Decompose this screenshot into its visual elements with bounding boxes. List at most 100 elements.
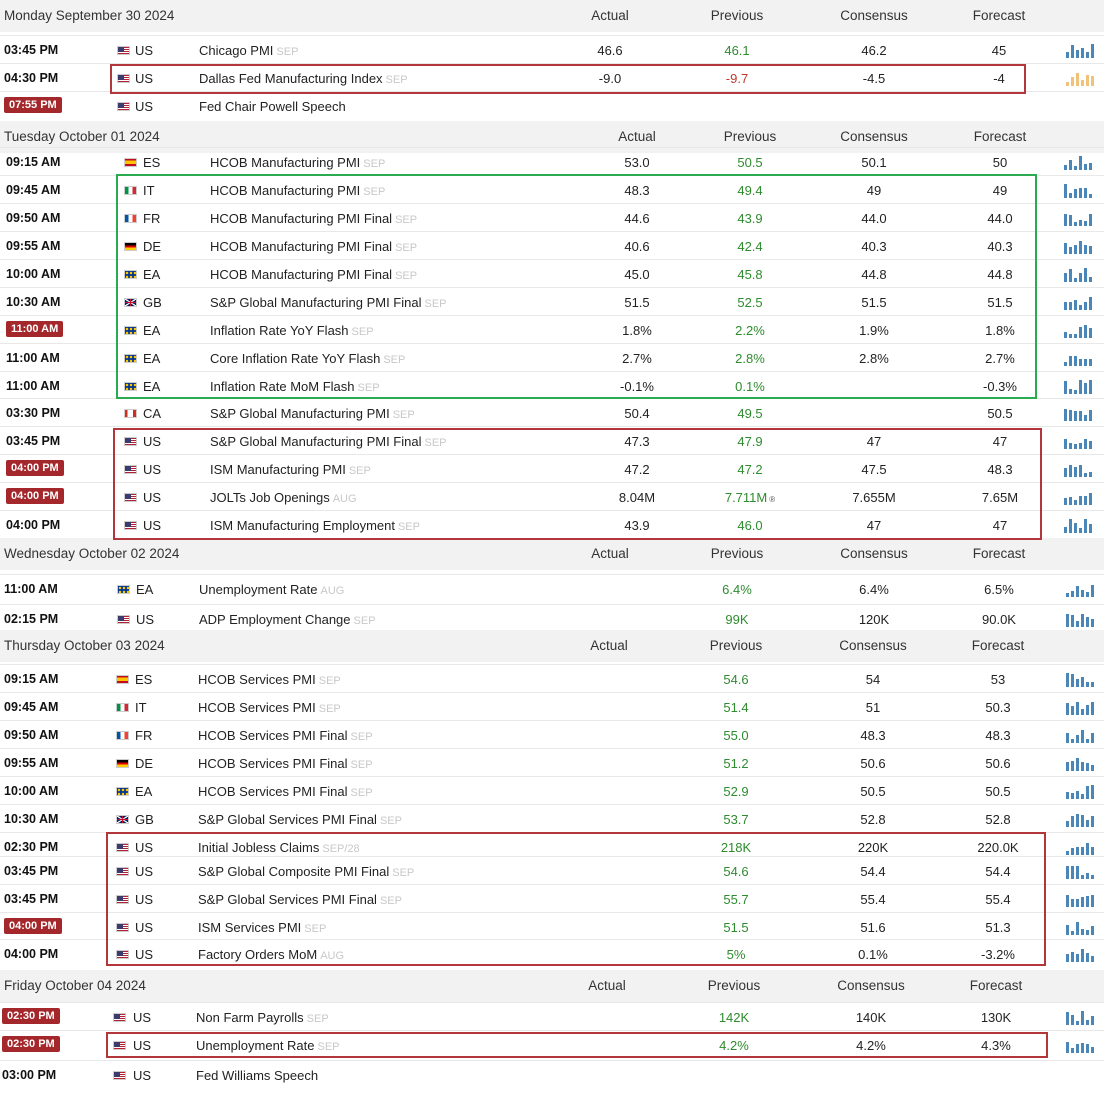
event-row[interactable]: 10:00 AM EA HCOB Manufacturing PMI Final SE…: [0, 259, 1104, 288]
event-name-link[interactable]: ISM Manufacturing PMI SEP: [210, 462, 371, 477]
sparkline-chart-icon[interactable]: [1064, 489, 1094, 505]
event-row[interactable]: 09:15 AM ES HCOB Manufacturing PMI SEP 53.0 5…: [0, 147, 1104, 176]
sparkline-chart-icon[interactable]: [1066, 755, 1096, 771]
sparkline-chart-icon[interactable]: [1064, 322, 1094, 338]
event-row[interactable]: 11:00 AM EA Core Inflation Rate YoY Flash S…: [0, 343, 1104, 372]
event-name-link[interactable]: Core Inflation Rate YoY Flash SEP: [210, 351, 405, 366]
event-name-link[interactable]: ADP Employment Change SEP: [199, 612, 376, 627]
sparkline-chart-icon[interactable]: [1064, 154, 1094, 170]
event-row[interactable]: 10:30 AM GB S&P Global Manufacturing PMI F…: [0, 287, 1104, 316]
sparkline-chart-icon[interactable]: [1066, 42, 1096, 58]
sparkline-chart-icon[interactable]: [1064, 350, 1094, 366]
event-row[interactable]: 09:55 AM DE HCOB Manufacturing PMI Final SE…: [0, 231, 1104, 260]
event-row[interactable]: 03:45 PM US S&P Global Composite PMI Final…: [0, 856, 1104, 885]
event-name-link[interactable]: HCOB Manufacturing PMI SEP: [210, 183, 385, 198]
event-name-link[interactable]: Inflation Rate MoM Flash SEP: [210, 379, 380, 394]
event-row[interactable]: 09:50 AM FR HCOB Manufacturing PMI Final SE…: [0, 203, 1104, 232]
event-row[interactable]: 09:45 AM IT HCOB Services PMI SEP 51.4 51 50.3: [0, 692, 1104, 721]
event-row[interactable]: 09:50 AM FR HCOB Services PMI Final SEP 55.0…: [0, 720, 1104, 749]
sparkline-chart-icon[interactable]: [1066, 783, 1096, 799]
sparkline-bar: [1084, 302, 1087, 310]
event-row[interactable]: 11:00 AM EA Inflation Rate MoM Flash SEP -0.…: [0, 371, 1104, 400]
event-name-link[interactable]: HCOB Manufacturing PMI Final SEP: [210, 267, 417, 282]
sparkline-chart-icon[interactable]: [1066, 1037, 1096, 1053]
event-row[interactable]: 07:55 PM US Fed Chair Powell Speech: [0, 91, 1104, 120]
sparkline-chart-icon[interactable]: [1066, 727, 1096, 743]
sparkline-chart-icon[interactable]: [1064, 238, 1094, 254]
event-row[interactable]: 03:30 PM CA S&P Global Manufacturing PMI SE…: [0, 398, 1104, 427]
event-name-link[interactable]: Fed Chair Powell Speech: [199, 99, 346, 114]
event-row[interactable]: 02:30 PM US Unemployment Rate SEP 4.2% 4.2% 4.…: [0, 1030, 1104, 1059]
event-name-link[interactable]: Initial Jobless Claims SEP/28: [198, 840, 360, 855]
sparkline-chart-icon[interactable]: [1066, 611, 1096, 627]
event-name-link[interactable]: ISM Services PMI SEP: [198, 920, 326, 935]
sparkline-chart-icon[interactable]: [1064, 378, 1094, 394]
event-name-link[interactable]: S&P Global Manufacturing PMI Final SEP: [210, 434, 447, 449]
sparkline-chart-icon[interactable]: [1066, 891, 1096, 907]
event-name-link[interactable]: HCOB Manufacturing PMI Final SEP: [210, 211, 417, 226]
event-name-link[interactable]: Factory Orders MoM AUG: [198, 947, 344, 962]
event-row[interactable]: 04:00 PM US ISM Manufacturing Employment SE…: [0, 510, 1104, 539]
event-row[interactable]: 09:55 AM DE HCOB Services PMI Final SEP 51.2…: [0, 748, 1104, 777]
event-name-link[interactable]: ISM Manufacturing Employment SEP: [210, 518, 420, 533]
event-name-link[interactable]: HCOB Services PMI Final SEP: [198, 756, 373, 771]
event-name-link[interactable]: HCOB Manufacturing PMI SEP: [210, 155, 385, 170]
event-row[interactable]: 11:00 AM EA Inflation Rate YoY Flash SEP 1.8…: [0, 315, 1104, 344]
event-row[interactable]: 04:00 PM US ISM Services PMI SEP 51.5 51.6 51.…: [0, 912, 1104, 941]
event-row[interactable]: 10:00 AM EA HCOB Services PMI Final SEP 52.9…: [0, 776, 1104, 805]
event-row[interactable]: 10:30 AM GB S&P Global Services PMI Final S…: [0, 804, 1104, 833]
sparkline-chart-icon[interactable]: [1066, 839, 1096, 855]
event-row[interactable]: 02:15 PM US ADP Employment Change SEP 99K 120…: [0, 604, 1104, 633]
event-name-link[interactable]: HCOB Services PMI SEP: [198, 672, 341, 687]
event-name-link[interactable]: Inflation Rate YoY Flash SEP: [210, 323, 374, 338]
sparkline-bar: [1089, 194, 1092, 198]
sparkline-chart-icon[interactable]: [1066, 671, 1096, 687]
sparkline-chart-icon[interactable]: [1064, 294, 1094, 310]
sparkline-chart-icon[interactable]: [1064, 517, 1094, 533]
event-row[interactable]: 11:00 AM EA Unemployment Rate AUG 6.4% 6.4% 6.…: [0, 574, 1104, 603]
event-name-link[interactable]: S&P Global Manufacturing PMI Final SEP: [210, 295, 447, 310]
sparkline-chart-icon[interactable]: [1066, 1009, 1096, 1025]
event-name-link[interactable]: JOLTs Job Openings AUG: [210, 490, 357, 505]
actual-value: -9.0: [565, 71, 655, 86]
event-name-link[interactable]: Dallas Fed Manufacturing Index SEP: [199, 71, 408, 86]
event-name-link[interactable]: HCOB Services PMI Final SEP: [198, 784, 373, 799]
event-name-link[interactable]: S&P Global Composite PMI Final SEP: [198, 864, 414, 879]
sparkline-chart-icon[interactable]: [1064, 210, 1094, 226]
event-row[interactable]: 04:30 PM US Dallas Fed Manufacturing Index…: [0, 63, 1104, 92]
event-row[interactable]: 04:00 PM US ISM Manufacturing PMI SEP 47.2 47…: [0, 454, 1104, 483]
event-row[interactable]: 03:45 PM US Chicago PMI SEP 46.6 46.1 46.2 45: [0, 35, 1104, 64]
sparkline-chart-icon[interactable]: [1066, 811, 1096, 827]
event-name-link[interactable]: Unemployment Rate AUG: [199, 582, 344, 597]
sparkline-chart-icon[interactable]: [1064, 266, 1094, 282]
event-name-link[interactable]: S&P Global Services PMI Final SEP: [198, 812, 402, 827]
sparkline-chart-icon[interactable]: [1064, 182, 1094, 198]
event-row[interactable]: 03:45 PM US S&P Global Manufacturing PMI F…: [0, 426, 1104, 455]
event-name-link[interactable]: Unemployment Rate SEP: [196, 1038, 340, 1053]
event-row[interactable]: 09:45 AM IT HCOB Manufacturing PMI SEP 48.3 4…: [0, 175, 1104, 204]
event-row[interactable]: 03:45 PM US S&P Global Services PMI Final S…: [0, 884, 1104, 913]
sparkline-chart-icon[interactable]: [1064, 433, 1094, 449]
sparkline-chart-icon[interactable]: [1066, 946, 1096, 962]
event-name-link[interactable]: HCOB Manufacturing PMI Final SEP: [210, 239, 417, 254]
sparkline-chart-icon[interactable]: [1066, 919, 1096, 935]
event-name-link[interactable]: Chicago PMI SEP: [199, 43, 298, 58]
event-row[interactable]: 03:00 PM US Fed Williams Speech: [0, 1060, 1104, 1089]
forecast-value-text: 50.5: [985, 784, 1011, 799]
event-row[interactable]: 02:30 PM US Non Farm Payrolls SEP 142K 140K 13…: [0, 1002, 1104, 1031]
event-row[interactable]: 09:15 AM ES HCOB Services PMI SEP 54.6 54 53: [0, 664, 1104, 693]
sparkline-chart-icon[interactable]: [1066, 699, 1096, 715]
event-name-link[interactable]: HCOB Services PMI Final SEP: [198, 728, 373, 743]
event-name-link[interactable]: HCOB Services PMI SEP: [198, 700, 341, 715]
event-name-link[interactable]: S&P Global Manufacturing PMI SEP: [210, 406, 415, 421]
sparkline-chart-icon[interactable]: [1066, 863, 1096, 879]
sparkline-chart-icon[interactable]: [1066, 581, 1096, 597]
event-name-link[interactable]: S&P Global Services PMI Final SEP: [198, 892, 402, 907]
event-name-link[interactable]: Non Farm Payrolls SEP: [196, 1010, 329, 1025]
event-row[interactable]: 04:00 PM US Factory Orders MoM AUG 5% 0.1% -3.…: [0, 939, 1104, 968]
event-name-link[interactable]: Fed Williams Speech: [196, 1068, 318, 1083]
sparkline-chart-icon[interactable]: [1064, 461, 1094, 477]
event-row[interactable]: 04:00 PM US JOLTs Job Openings AUG 8.04M 7.71…: [0, 482, 1104, 511]
sparkline-chart-icon[interactable]: [1064, 405, 1094, 421]
sparkline-chart-icon[interactable]: [1066, 70, 1096, 86]
